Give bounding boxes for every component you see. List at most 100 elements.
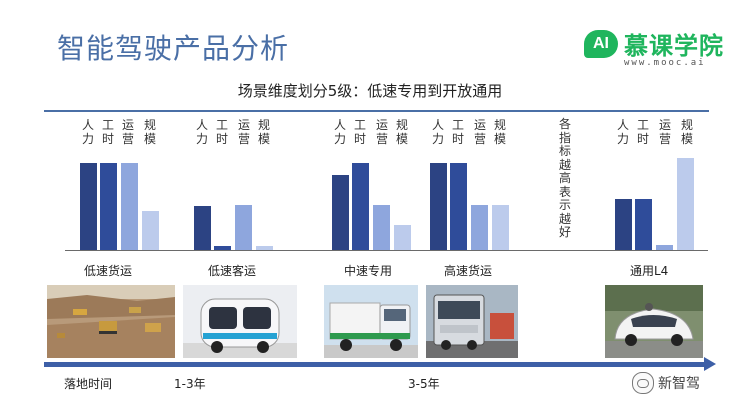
bar-1-3	[256, 246, 273, 250]
metric-label: 规模	[492, 118, 508, 146]
metric-label: 运营	[657, 118, 673, 146]
metric-char: 工	[636, 118, 649, 132]
bar-3-3	[492, 205, 509, 250]
metric-char: 工	[451, 118, 464, 132]
page-title: 智能驾驶产品分析	[57, 32, 290, 65]
metric-char: 力	[616, 132, 629, 146]
metric-char: 模	[143, 132, 156, 146]
category-label: 低速货运	[84, 264, 133, 278]
category-label: 中速专用	[344, 264, 393, 278]
metric-char: 规	[257, 118, 270, 132]
metric-char: 时	[636, 132, 649, 146]
metric-char: 运	[375, 118, 388, 132]
wechat-icon	[632, 372, 654, 394]
bar-2-1	[352, 163, 369, 250]
metric-char: 营	[121, 132, 134, 146]
metric-char: 工	[101, 118, 114, 132]
bar-0-0	[80, 163, 97, 250]
mining-trucks-photo	[47, 285, 175, 358]
metric-char: 力	[195, 132, 208, 146]
metric-char: 人	[431, 118, 444, 132]
metric-char: 力	[431, 132, 444, 146]
metric-label: 人力	[332, 118, 348, 146]
self-driving-car-photo	[605, 285, 703, 358]
logo-name: 慕课学院	[624, 32, 724, 60]
watermark-text: 新智驾	[658, 376, 700, 392]
metric-label: 运营	[236, 118, 252, 146]
bar-2-0	[332, 175, 349, 250]
ai-badge-icon: AI	[584, 30, 618, 58]
bar-4-1	[635, 199, 652, 250]
metric-char: 人	[333, 118, 346, 132]
category-label: 低速客运	[208, 264, 257, 278]
metric-label: 人力	[430, 118, 446, 146]
watermark: 新智驾	[632, 372, 700, 394]
metric-label: 工时	[100, 118, 116, 146]
metric-char: 规	[143, 118, 156, 132]
metric-label: 人力	[194, 118, 210, 146]
metric-char: 模	[493, 132, 506, 146]
metric-char: 时	[451, 132, 464, 146]
bar-plot	[332, 118, 412, 250]
bar-group-2: 人力 工时 运营 规模	[332, 118, 412, 250]
bar-2-2	[373, 205, 390, 250]
note-char: 指	[558, 130, 571, 145]
note-char: 高	[558, 171, 571, 185]
bar-0-2	[121, 163, 138, 250]
metric-label: 运营	[472, 118, 488, 146]
low-speed-shuttle-photo	[183, 285, 297, 358]
mooc-logo: AI 慕课学院 www.mooc.ai	[584, 26, 724, 74]
metric-char: 营	[658, 132, 671, 146]
metric-char: 人	[81, 118, 94, 132]
metric-char: 时	[215, 132, 228, 146]
bar-1-0	[194, 206, 211, 250]
timeline-mark: 3-5年	[408, 377, 440, 391]
header-rule	[44, 110, 709, 112]
metric-char: 工	[353, 118, 366, 132]
bar-group-0: 人力 工时 运营 规模	[80, 118, 160, 250]
metric-label: 规模	[679, 118, 695, 146]
bar-4-2	[656, 245, 673, 250]
note-char: 越	[558, 211, 571, 226]
category-label: 通用L4	[630, 264, 669, 278]
metric-label: 规模	[256, 118, 272, 146]
timeline-arrow-head	[704, 357, 716, 371]
timeline-mark: 1-3年	[174, 377, 206, 391]
metric-label: 工时	[450, 118, 466, 146]
bar-plot	[194, 118, 274, 250]
timeline-arrow	[44, 362, 706, 367]
metric-char: 运	[237, 118, 250, 132]
bar-0-1	[100, 163, 117, 250]
metric-char: 模	[680, 132, 693, 146]
metric-char: 人	[616, 118, 629, 132]
bar-3-1	[450, 163, 467, 250]
metric-label: 工时	[635, 118, 651, 146]
metric-char: 时	[353, 132, 366, 146]
note-char: 好	[558, 225, 571, 239]
metric-char: 营	[237, 132, 250, 146]
metric-char: 人	[195, 118, 208, 132]
metric-char: 工	[215, 118, 228, 132]
metric-char: 规	[680, 118, 693, 132]
note-char: 越	[558, 157, 571, 172]
bar-2-3	[394, 225, 411, 250]
bar-plot	[80, 118, 160, 250]
note-char: 表	[558, 184, 571, 199]
bar-4-0	[615, 199, 632, 250]
metric-char: 力	[333, 132, 346, 146]
metric-label: 工时	[214, 118, 230, 146]
metric-char: 营	[375, 132, 388, 146]
metric-label: 规模	[142, 118, 158, 146]
bar-group-1: 人力 工时 运营 规模	[194, 118, 274, 250]
bar-1-1	[214, 246, 231, 250]
timeline-label: 落地时间	[64, 377, 113, 391]
metric-char: 模	[257, 132, 270, 146]
metric-char: 模	[395, 132, 408, 146]
category-label: 高速货运	[444, 264, 493, 278]
metric-label: 运营	[374, 118, 390, 146]
bar-plot	[430, 118, 510, 250]
metric-label: 工时	[352, 118, 368, 146]
bar-group-3: 人力 工时 运营 规模	[430, 118, 510, 250]
bar-3-2	[471, 205, 488, 250]
